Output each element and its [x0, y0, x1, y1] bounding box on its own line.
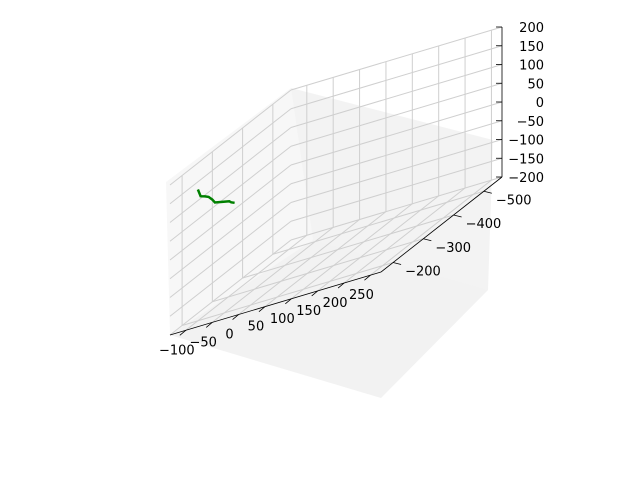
z-tick-label: −50 — [517, 115, 544, 130]
grid-line-z-left — [169, 202, 292, 298]
x-tick-mark — [337, 282, 345, 289]
y-tick-label: −500 — [496, 193, 532, 208]
grid-line-y-floor — [242, 214, 454, 279]
grid-line-z-back — [290, 120, 503, 185]
x-tick-mark — [179, 329, 187, 336]
z-tick-label: 100 — [519, 59, 544, 74]
x-tick-label: 150 — [296, 304, 321, 319]
grid-line-z-back — [290, 45, 503, 110]
x-tick-label: −100 — [159, 343, 195, 358]
grid-line-z-back — [290, 101, 503, 166]
z-tick-label: 50 — [527, 77, 544, 92]
x-tick-label: −50 — [189, 335, 216, 350]
grid-line-x-floor — [185, 234, 308, 331]
x-tick-label: 200 — [323, 296, 348, 311]
grid-line-z-back — [290, 139, 503, 203]
grid-line-y-floor — [181, 262, 394, 326]
x-tick-label: 250 — [349, 288, 374, 303]
x-tick-mark — [258, 306, 266, 312]
y-tick-mark — [423, 238, 432, 242]
x-tick-label: 50 — [248, 320, 265, 335]
y-tick-label: −200 — [405, 265, 441, 280]
z-axis-ticks: 200 150 100 50 0 −50 −100 −150 −200 — [496, 21, 544, 186]
grid-line-x-floor — [343, 187, 466, 284]
z-tick-label: 150 — [519, 40, 544, 55]
y-axis-line — [380, 176, 503, 273]
x-tick-mark — [311, 290, 318, 297]
grid-line-z-back — [290, 26, 503, 91]
grid-line-y-floor — [212, 238, 424, 303]
z-tick-label: 200 — [519, 21, 544, 36]
grid-line-x-floor — [264, 211, 387, 308]
grid-line-z-left — [169, 164, 292, 261]
grid-line-z-back — [290, 176, 503, 241]
grid-lines — [169, 26, 503, 336]
y-axis-ticks: −200 −300 −400 −500 — [393, 190, 532, 280]
z-tick-label: −150 — [508, 152, 544, 167]
x-tick-label: 100 — [270, 312, 295, 327]
grid-line-z-back — [290, 82, 503, 147]
x-tick-label: 0 — [225, 328, 233, 343]
x-tick-mark — [285, 298, 292, 305]
grid-line-x-floor — [317, 195, 440, 292]
series-line-0 — [196, 189, 235, 205]
x-tick-mark — [205, 322, 213, 328]
grid-line-y-floor — [272, 190, 484, 255]
z-tick-label: 0 — [536, 96, 544, 111]
pane-floor — [170, 240, 488, 398]
grid-line-x-floor — [291, 203, 413, 300]
z-tick-label: −200 — [508, 171, 544, 186]
grid-line-z-left — [169, 183, 292, 280]
y-tick-label: −400 — [466, 217, 502, 232]
grid-line-z-left — [169, 127, 292, 223]
z-tick-label: −100 — [508, 134, 544, 149]
y-tick-mark — [393, 262, 402, 265]
grid-line-x-floor — [211, 227, 334, 323]
grid-line-z-left — [169, 89, 292, 186]
pane-left — [166, 88, 313, 335]
y-tick-label: −300 — [435, 241, 471, 256]
grid-line-z-left — [169, 239, 292, 336]
x-tick-mark — [232, 314, 239, 320]
grid-line-z-left — [169, 108, 292, 205]
y-tick-mark — [483, 190, 492, 194]
grid-line-x-floor — [370, 179, 492, 276]
x-axis-line — [169, 271, 382, 336]
grid-line-z-back — [290, 64, 503, 128]
grid-line-x-floor — [238, 219, 360, 315]
grid-line-z-back — [290, 157, 503, 222]
grid-line-z-left — [169, 220, 292, 317]
grid-line-z-left — [169, 145, 292, 242]
series-lines — [196, 189, 235, 205]
y-tick-mark — [453, 214, 462, 218]
x-tick-mark — [364, 274, 371, 281]
